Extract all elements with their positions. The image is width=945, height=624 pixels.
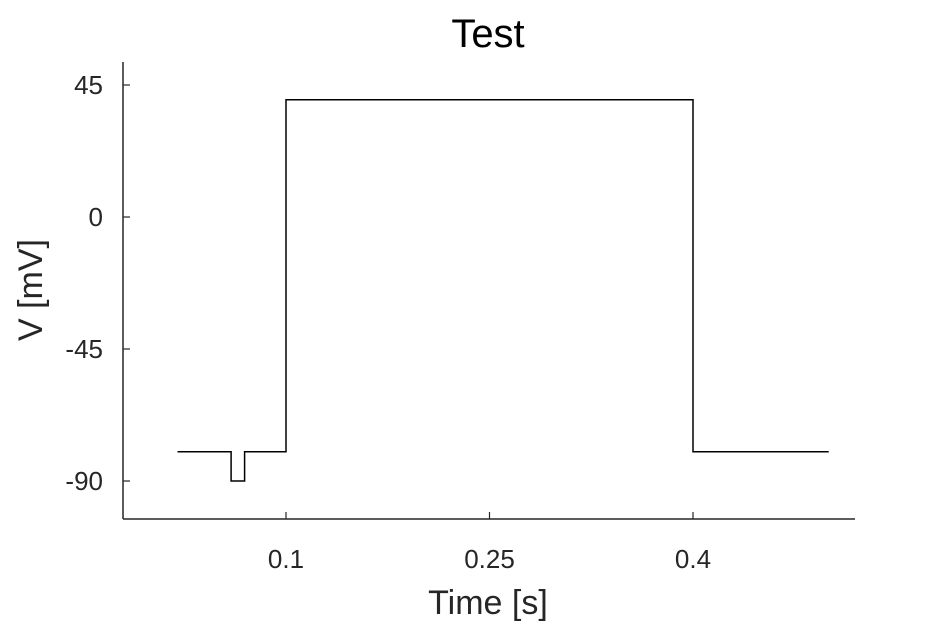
series-line <box>177 98 829 482</box>
y-tick-label: 0 <box>89 202 103 232</box>
x-tick-label: 0.1 <box>268 544 304 574</box>
x-axis-label: Time [s] <box>428 584 548 622</box>
x-tick-label: 0.4 <box>675 544 711 574</box>
x-ticks: 0.1 0.25 0.4 <box>268 512 711 574</box>
axes <box>122 62 855 520</box>
y-axis-label: V [mV] <box>12 239 50 341</box>
chart-title: Test <box>451 12 524 56</box>
y-tick-label: 45 <box>74 70 103 100</box>
y-tick-label: -90 <box>65 466 103 496</box>
series-layer <box>177 98 829 482</box>
x-tick-label: 0.25 <box>464 544 515 574</box>
y-ticks: 45 0 -45 -90 <box>65 70 130 496</box>
y-tick-label: -45 <box>65 334 103 364</box>
